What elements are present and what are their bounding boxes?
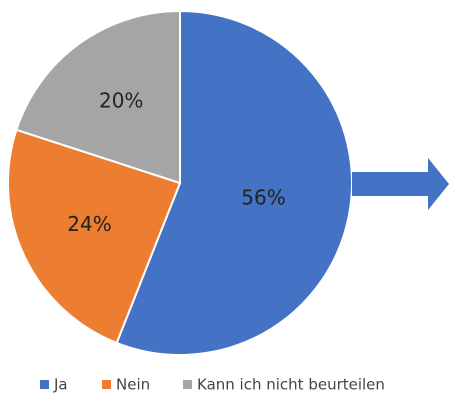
pie-slice	[15, 9, 181, 185]
data-label: 24%	[67, 212, 111, 236]
legend-swatch	[102, 380, 111, 389]
legend-label: Kann ich nicht beurteilen	[197, 376, 385, 394]
pie: 56% 24% 20%	[7, 9, 353, 356]
arrow	[352, 158, 449, 210]
legend-label: Ja	[53, 376, 68, 394]
legend-label: Nein	[116, 376, 150, 394]
pie-slice	[115, 9, 353, 356]
arrow-shaft	[352, 172, 432, 196]
arrow-head	[428, 158, 449, 210]
data-label: 20%	[99, 89, 143, 113]
legend-swatch	[40, 380, 49, 389]
pie-slice	[7, 128, 182, 345]
legend-swatch	[183, 380, 192, 389]
data-label: 56%	[241, 185, 285, 209]
legend: Ja Nein Kann ich nicht beurteilen	[40, 376, 385, 394]
